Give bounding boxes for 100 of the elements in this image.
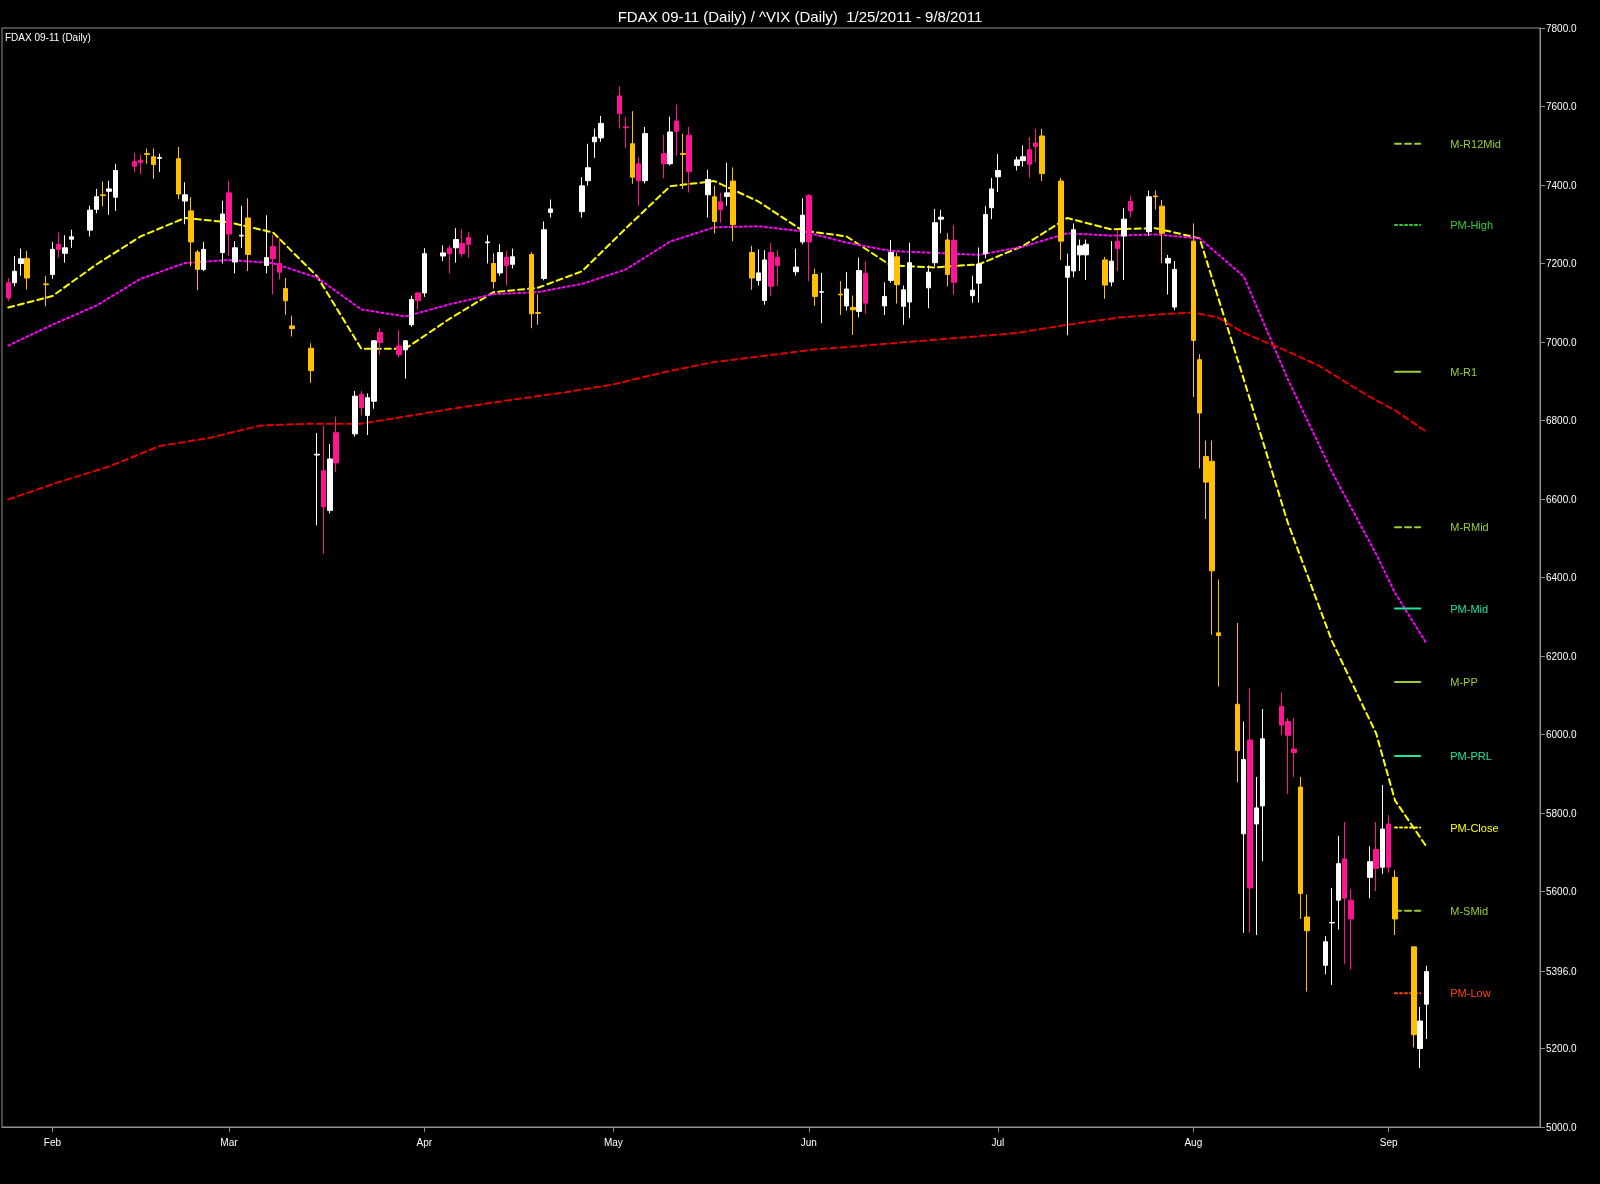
candlestick (995, 153, 1001, 193)
x-tick-label: Jul (991, 1136, 1005, 1148)
candlestick (440, 244, 446, 262)
candlestick (806, 193, 812, 282)
candlestick (447, 244, 452, 274)
candlestick (838, 280, 843, 316)
candlestick (144, 148, 150, 165)
candlestick (1033, 128, 1038, 163)
candlestick (882, 281, 887, 316)
candlestick (800, 197, 805, 245)
x-tick-label: Feb (43, 1136, 62, 1148)
text: PM-Close (1450, 821, 1499, 834)
candlestick (453, 227, 459, 264)
y-tick-label: 7600.0 (1546, 101, 1578, 112)
candlestick (415, 291, 421, 311)
candlestick (850, 295, 856, 336)
x-tick-label: Sep (1379, 1136, 1399, 1148)
line-series (7, 180, 1428, 848)
candlestick (6, 277, 11, 302)
candlestick (1367, 845, 1373, 899)
candlestick (579, 176, 585, 219)
candlestick (951, 224, 957, 296)
candlestick (1027, 136, 1032, 179)
candlestick (636, 156, 641, 207)
candlestick (1102, 256, 1108, 300)
y-tick-label: 7800.0 (1546, 22, 1578, 34)
candlestick (308, 342, 314, 384)
candlestick (1348, 888, 1354, 971)
candlestick (56, 231, 61, 259)
candlestick (1386, 814, 1391, 874)
y-tick-label: 7000.0 (1546, 336, 1578, 348)
candlestick (749, 245, 755, 291)
candlestick (1153, 190, 1158, 210)
line-series (7, 311, 1428, 501)
candlestick (1146, 190, 1152, 237)
candlestick (945, 232, 950, 287)
candlestick (333, 416, 339, 473)
candlestick (188, 196, 194, 267)
candlestick (812, 268, 818, 307)
candlestick (863, 260, 868, 315)
candlestick (491, 252, 496, 290)
candlestick (1417, 1006, 1423, 1069)
candlestick (819, 272, 824, 324)
candlestick (1254, 776, 1259, 936)
candlestick (18, 248, 24, 277)
candlestick (176, 146, 181, 200)
candlestick (976, 246, 982, 304)
candlestick (724, 162, 730, 207)
y-tick-label: 5396.0 (1546, 966, 1578, 978)
candlestick (1373, 821, 1379, 892)
x-tick-label: Aug (1184, 1136, 1203, 1148)
candlestick (1291, 717, 1297, 778)
candlestick (932, 208, 938, 267)
candlestick (270, 234, 276, 296)
candlestick (314, 432, 320, 526)
y-tick-label: 6600.0 (1546, 493, 1578, 505)
candlestick (1058, 177, 1064, 261)
candlestick (730, 166, 736, 242)
candlestick (1298, 776, 1303, 920)
x-tick-label: Jun (800, 1136, 817, 1148)
candlestick (680, 133, 686, 190)
x-tick-label: Apr (416, 1136, 433, 1148)
candlestick (422, 247, 427, 298)
candlestick (352, 390, 358, 438)
text: PM-High (1450, 219, 1494, 232)
candlestick (43, 275, 49, 307)
chart-subtitle: FDAX 09-11 (Daily) (5, 31, 91, 43)
candlestick (62, 234, 68, 264)
candlestick (793, 248, 799, 277)
candlestick (409, 295, 414, 328)
candlestick (926, 264, 931, 309)
candlestick (396, 329, 402, 358)
text: PM-Low (1450, 987, 1491, 1000)
candlestick (1342, 821, 1347, 965)
x-tick-label: May (603, 1136, 623, 1148)
candlestick (661, 134, 667, 179)
candlestick (623, 116, 629, 149)
candlestick (674, 104, 679, 157)
x-tick-label: Mar (220, 1136, 239, 1148)
candlestick (239, 205, 244, 249)
candlestick (195, 249, 200, 291)
candlestick (1121, 207, 1127, 281)
y-tick-label: 5600.0 (1546, 886, 1578, 897)
candlestick (485, 234, 490, 264)
candlestick (504, 250, 509, 286)
candlestick (667, 116, 673, 166)
y-tick-label: 6400.0 (1546, 572, 1578, 583)
candlestick (686, 126, 692, 193)
candlestick (1411, 946, 1417, 1048)
candlestick (157, 153, 162, 173)
candlestick (497, 243, 503, 277)
candlestick (1329, 887, 1335, 986)
text: PM-Mid (1450, 602, 1489, 615)
candlestick (1216, 578, 1221, 688)
candlestick (1191, 222, 1196, 398)
text: M-R1 (1450, 365, 1478, 378)
y-tick-label: 6000.0 (1546, 729, 1578, 740)
candlestick (1165, 254, 1171, 296)
candlestick (617, 85, 622, 129)
candlestick (844, 271, 849, 312)
